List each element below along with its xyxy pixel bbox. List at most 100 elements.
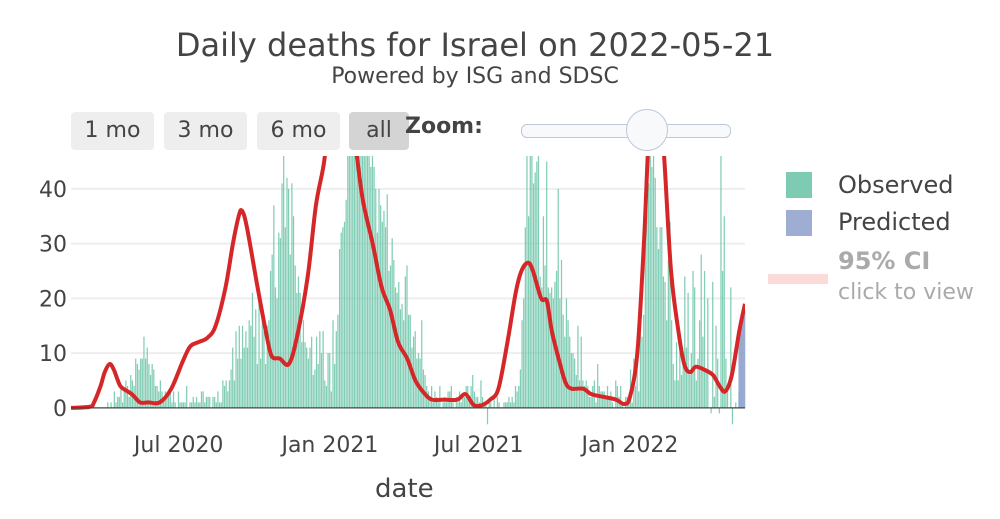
- observed-bar: [643, 314, 645, 408]
- observed-bar: [544, 265, 546, 408]
- observed-bar: [357, 156, 359, 408]
- observed-bar: [685, 347, 688, 408]
- observed-bar: [299, 292, 301, 408]
- observed-bar: [149, 374, 152, 408]
- observed-bar: [731, 407, 734, 425]
- observed-bar: [378, 188, 380, 408]
- observed-bar: [338, 249, 341, 408]
- observed-bar: [723, 216, 725, 408]
- observed-bar: [166, 396, 168, 408]
- observed-bar: [521, 320, 523, 408]
- observed-bar: [271, 254, 273, 408]
- observed-bar: [529, 156, 531, 408]
- observed-bar: [486, 407, 489, 425]
- observed-bar: [284, 227, 286, 408]
- observed-bar: [220, 402, 222, 408]
- observed-bar: [605, 396, 607, 408]
- observed-bar: [721, 270, 724, 408]
- observed-bar: [260, 358, 262, 408]
- observed-bar: [444, 396, 446, 408]
- observed-bar: [261, 320, 263, 408]
- observed-bar: [703, 270, 706, 408]
- legend-observed[interactable]: Observed: [838, 171, 954, 199]
- observed-bar: [677, 380, 679, 408]
- observed-bar: [250, 325, 252, 408]
- observed-bar: [406, 265, 408, 408]
- observed-bar: [381, 221, 383, 408]
- observed-bar: [370, 166, 372, 408]
- observed-bar: [656, 227, 658, 408]
- observed-bar: [718, 407, 720, 414]
- observed-bar: [720, 156, 722, 408]
- range-button-6-months[interactable]: 6 mo: [257, 112, 340, 150]
- observed-bar: [682, 358, 684, 408]
- observed-bar: [439, 385, 441, 408]
- predicted-bar: [740, 331, 742, 408]
- range-button-1-month[interactable]: 1 mo: [71, 112, 154, 150]
- observed-bar: [117, 396, 119, 408]
- observed-bar: [672, 364, 674, 408]
- legend-swatch-predicted[interactable]: [786, 210, 812, 236]
- observed-bar: [169, 391, 171, 408]
- observed-bar: [230, 369, 232, 408]
- observed-bar: [411, 347, 413, 408]
- observed-bar: [597, 364, 599, 408]
- observed-bar: [297, 276, 300, 408]
- observed-bar: [264, 364, 267, 408]
- observed-bar: [715, 325, 717, 408]
- observed-bar: [641, 336, 643, 408]
- observed-bar: [511, 396, 513, 408]
- legend-ci-hint[interactable]: click to view: [838, 280, 974, 305]
- legend-ci-title[interactable]: 95% CI: [838, 247, 931, 275]
- y-tick-40: 40: [39, 178, 67, 203]
- observed-bar: [601, 391, 604, 408]
- observed-bar: [636, 364, 638, 408]
- zoom-slider-handle[interactable]: [625, 109, 668, 151]
- legend-swatch-ci[interactable]: [768, 274, 828, 284]
- observed-bar: [646, 156, 648, 408]
- x-tick-labels: Jul 2020 Jan 2021 Jul 2021 Jan 2022: [132, 433, 678, 458]
- observed-bar: [258, 287, 260, 408]
- predicted-bar: [744, 309, 746, 408]
- y-tick-20: 20: [39, 287, 67, 312]
- observed-bar: [513, 402, 515, 408]
- observed-bar: [462, 396, 464, 408]
- observed-bar: [215, 402, 217, 408]
- observed-bar: [113, 391, 115, 408]
- observed-bar: [542, 216, 545, 408]
- observed-bar: [577, 325, 579, 408]
- x-axis-label: date: [375, 474, 434, 504]
- observed-bar: [332, 320, 334, 408]
- observed-bar: [695, 380, 697, 408]
- observed-bar: [707, 298, 709, 408]
- range-button-all[interactable]: all: [349, 112, 409, 150]
- legend-swatch-observed[interactable]: [786, 172, 812, 198]
- observed-bar: [555, 270, 558, 408]
- observed-bar: [110, 402, 112, 408]
- observed-bar: [355, 156, 357, 408]
- observed-bar: [569, 336, 571, 408]
- observed-bar: [414, 331, 416, 408]
- observed-bar: [287, 188, 290, 408]
- legend-predicted[interactable]: Predicted: [838, 208, 951, 236]
- observed-bar: [309, 347, 311, 408]
- observed-bar: [585, 380, 587, 408]
- observed-bar: [200, 391, 203, 408]
- observed-bar: [445, 402, 448, 408]
- observed-bar: [648, 183, 650, 408]
- observed-bar: [498, 402, 500, 408]
- observed-bar: [384, 227, 387, 408]
- observed-bar: [551, 287, 553, 408]
- observed-bar: [227, 391, 229, 408]
- range-button-3-months[interactable]: 3 mo: [164, 112, 247, 150]
- observed-bar: [289, 254, 291, 408]
- observed-bar: [376, 232, 379, 408]
- observed-bar: [509, 402, 512, 408]
- observed-bar: [286, 177, 288, 408]
- observed-bar: [639, 320, 642, 408]
- observed-bar: [177, 391, 180, 408]
- observed-bar: [666, 320, 668, 408]
- observed-bar: [600, 391, 602, 408]
- observed-bar: [539, 276, 541, 408]
